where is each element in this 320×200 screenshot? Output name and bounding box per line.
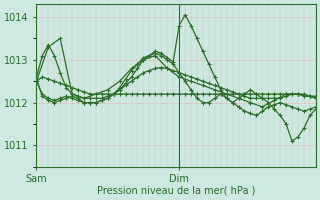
X-axis label: Pression niveau de la mer( hPa ): Pression niveau de la mer( hPa ) (97, 186, 255, 196)
